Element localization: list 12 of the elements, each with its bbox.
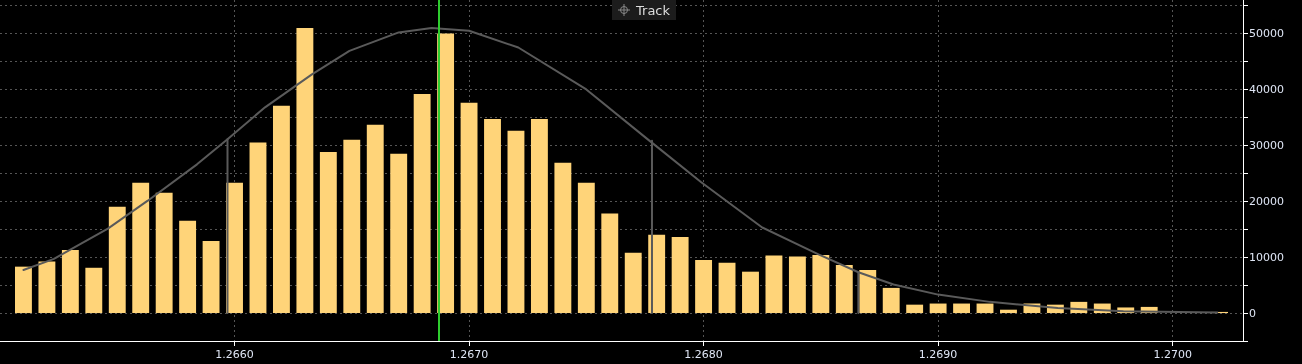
y-tick-label: 50000 (1249, 27, 1284, 41)
y-tick-label: 30000 (1249, 138, 1284, 152)
x-tick-label: 1.2690 (918, 348, 958, 361)
y-tick-label: 0 (1249, 306, 1256, 320)
x-tick-label: 1.2670 (449, 348, 489, 361)
x-tick-label: 1.2660 (215, 348, 254, 361)
y-tick-label: 10000 (1249, 250, 1284, 264)
y-tick-label: 40000 (1249, 82, 1284, 96)
x-tick-label: 1.2680 (684, 348, 723, 361)
y-tick-label: 20000 (1249, 194, 1284, 208)
annotation: Track (636, 2, 671, 18)
x-tick-label: 1.2700 (1153, 348, 1192, 361)
